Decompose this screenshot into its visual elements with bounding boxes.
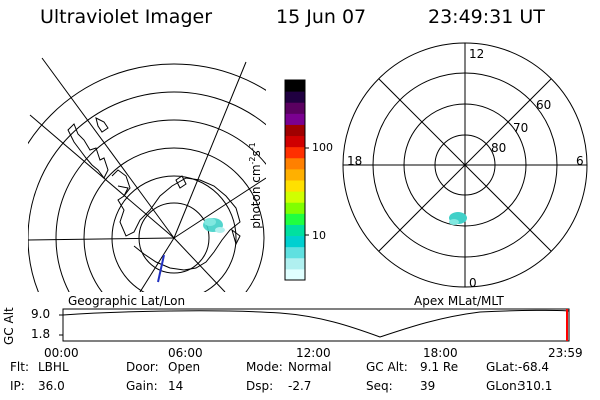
- colorbar-segment: [285, 246, 305, 259]
- mlt-label-0: 0: [469, 276, 477, 290]
- timeline-x-0600: 06:00: [168, 346, 203, 360]
- status-value: 9.1 Re: [420, 360, 459, 374]
- colorbar-segment: [285, 268, 305, 281]
- timeline-y-9: 9.0: [31, 307, 51, 321]
- status-key: GLat:: [486, 360, 519, 374]
- colorbar-segment: [285, 213, 305, 225]
- colorbar-segment: [285, 124, 305, 137]
- colorbar-segment: [285, 180, 305, 192]
- status-value: -68.4: [518, 360, 550, 374]
- colorbar-segment: [285, 202, 305, 214]
- timeline-x-0000: 00:00: [44, 346, 79, 360]
- timeline-axis-label: GC Alt: [2, 307, 16, 345]
- colorbar-segment: [285, 91, 305, 103]
- colorbar-segment: [285, 80, 305, 92]
- colorbar-segment: [285, 102, 305, 114]
- geographic-map: [28, 57, 266, 292]
- status-value: 310.1: [518, 379, 553, 393]
- status-key: Dsp:: [246, 379, 274, 393]
- status-value: 36.0: [38, 379, 65, 393]
- sun-direction-line: [157, 254, 165, 283]
- colorbar-segment: [285, 135, 305, 148]
- colorbar-segment: [285, 257, 305, 270]
- colorbar-segment: [285, 224, 305, 237]
- colorbar-tick-100: 100: [312, 141, 333, 154]
- geographic-caption: Geographic Lat/Lon: [68, 294, 186, 308]
- status-key: IP:: [10, 379, 25, 393]
- status-key: GLon:: [486, 379, 521, 393]
- mlat-label-60: 60: [536, 98, 552, 112]
- colorbar-tick-10: 10: [312, 229, 326, 242]
- mlat-label-70: 70: [513, 121, 529, 135]
- color-scale-bar: [284, 79, 309, 281]
- status-value: 14: [168, 379, 184, 393]
- mlt-label-18: 18: [347, 154, 363, 168]
- colorbar-segment: [285, 168, 305, 181]
- apex-caption: Apex MLat/MLT: [414, 294, 504, 308]
- instrument-title: Ultraviolet Imager: [40, 6, 213, 28]
- timeline-y-1-8: 1.8: [31, 327, 51, 341]
- status-value: 39: [420, 379, 436, 393]
- status-key: GC Alt:: [366, 360, 408, 374]
- status-value: Normal: [288, 360, 332, 374]
- mlt-label-12: 12: [469, 47, 485, 61]
- date-label: 15 Jun 07: [276, 6, 367, 28]
- time-label: 23:49:31 UT: [428, 6, 545, 28]
- status-value: Open: [168, 360, 201, 374]
- status-key: Gain:: [126, 379, 158, 393]
- mlt-label-6: 6: [576, 154, 584, 168]
- colorbar-units-label: photon cm-2s-1: [247, 142, 263, 229]
- colorbar-segment: [285, 146, 305, 159]
- status-value: LBHL: [38, 360, 69, 374]
- status-key: Door:: [126, 360, 159, 374]
- status-key: Seq:: [366, 379, 393, 393]
- mlat-label-80: 80: [491, 141, 507, 155]
- colorbar-segment: [285, 113, 305, 125]
- colorbar-segment: [285, 235, 305, 248]
- altitude-timeline: [59, 308, 570, 342]
- colorbar-segment: [285, 191, 305, 203]
- timeline-x-1200: 12:00: [296, 346, 331, 360]
- status-key: Flt:: [10, 360, 29, 374]
- status-value: -2.7: [288, 379, 312, 393]
- timeline-x-1800: 18:00: [423, 346, 458, 360]
- magnetic-polar-plot: [342, 42, 588, 288]
- timeline-x-2359: 23:59: [548, 346, 583, 360]
- colorbar-segment: [285, 157, 305, 170]
- status-key: Mode:: [246, 360, 283, 374]
